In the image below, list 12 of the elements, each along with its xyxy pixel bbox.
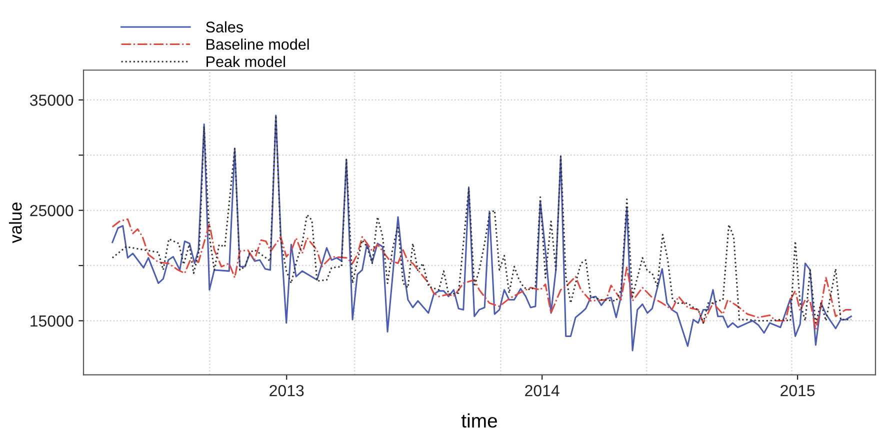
y-tick-label: 35000 bbox=[30, 94, 74, 106]
x-axis-title: time bbox=[461, 413, 497, 428]
legend-label: Baseline model bbox=[206, 38, 309, 50]
legend-label: Peak model bbox=[206, 56, 285, 68]
y-axis-title: value bbox=[9, 202, 22, 244]
x-tick-label: 2013 bbox=[270, 384, 304, 396]
x-tick-label: 2015 bbox=[780, 384, 815, 396]
legend-label: Sales bbox=[206, 21, 243, 32]
y-tick-label: 25000 bbox=[30, 204, 74, 216]
x-tick-label: 2014 bbox=[525, 384, 560, 396]
line-series bbox=[112, 218, 852, 330]
y-tick-label: 15000 bbox=[30, 315, 74, 327]
